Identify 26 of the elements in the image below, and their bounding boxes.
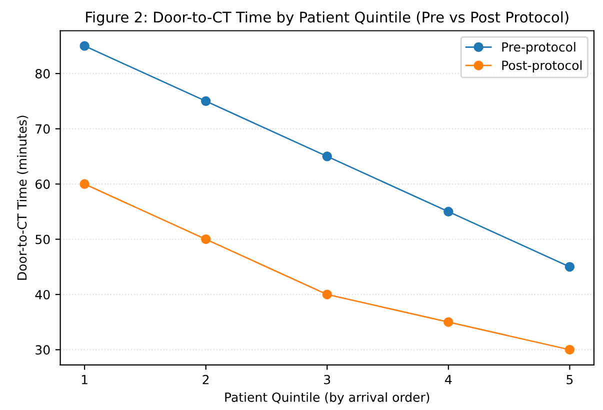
point	[564, 262, 575, 272]
point	[564, 344, 575, 355]
point	[200, 234, 211, 244]
point	[322, 290, 332, 300]
x-tick-label: 5	[566, 375, 573, 384]
point	[80, 179, 90, 189]
x-tick-label: 2	[202, 374, 209, 384]
x-axis-title: Patient Quintile (by arrival order)	[225, 392, 430, 404]
y-tick-label: 80	[36, 69, 50, 78]
x-tick-label: 4	[445, 375, 452, 384]
y-axis-title: Door-to-CT Time (minutes)	[17, 116, 28, 280]
point	[80, 41, 90, 51]
chart-title: Figure 2: Door-to-CT Time by Patient Quintile (Pre vs Post Protocol)	[86, 11, 568, 26]
legend-label: Pre-protocol	[502, 42, 576, 54]
y-tick-label: 60	[36, 179, 50, 189]
y-tick-label: 30	[36, 345, 50, 355]
legend-label: Post-protocol	[502, 60, 582, 72]
point	[444, 206, 454, 216]
y-tick-label: 70	[36, 124, 50, 134]
point	[444, 317, 454, 327]
y-tick-label: 50	[36, 234, 50, 244]
y-tick-label: 40	[35, 290, 50, 300]
point	[322, 152, 332, 162]
x-tick-label: 3	[324, 374, 330, 384]
point	[200, 96, 211, 106]
x-tick-label: 1	[82, 375, 88, 384]
